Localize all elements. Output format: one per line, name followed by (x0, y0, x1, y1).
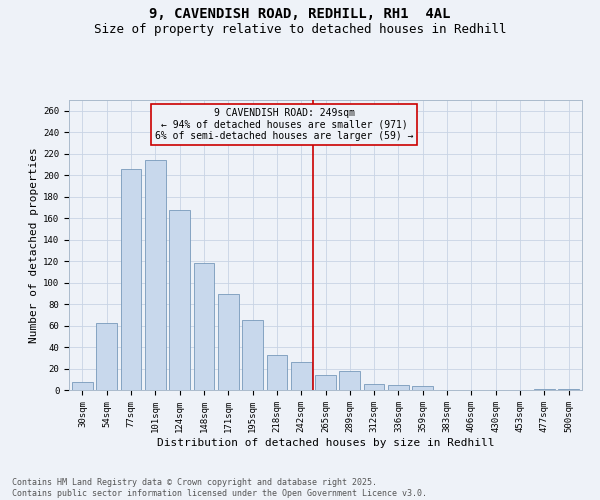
X-axis label: Distribution of detached houses by size in Redhill: Distribution of detached houses by size … (157, 438, 494, 448)
Text: Size of property relative to detached houses in Redhill: Size of property relative to detached ho… (94, 22, 506, 36)
Text: Contains HM Land Registry data © Crown copyright and database right 2025.
Contai: Contains HM Land Registry data © Crown c… (12, 478, 427, 498)
Bar (558, 389, 579, 390)
Bar (218, 294, 239, 390)
Text: 9 CAVENDISH ROAD: 249sqm
← 94% of detached houses are smaller (971)
6% of semi-d: 9 CAVENDISH ROAD: 249sqm ← 94% of detach… (155, 108, 413, 140)
Bar (364, 384, 385, 390)
Bar (72, 382, 93, 390)
Bar (266, 354, 287, 390)
Bar (315, 375, 336, 390)
Text: 9, CAVENDISH ROAD, REDHILL, RH1  4AL: 9, CAVENDISH ROAD, REDHILL, RH1 4AL (149, 8, 451, 22)
Bar (97, 324, 117, 390)
Bar (121, 168, 142, 390)
Bar (169, 210, 190, 390)
Bar (291, 362, 311, 390)
Bar (340, 370, 360, 390)
Y-axis label: Number of detached properties: Number of detached properties (29, 147, 39, 343)
Bar (242, 320, 263, 390)
Bar (388, 384, 409, 390)
Bar (145, 160, 166, 390)
Bar (194, 264, 214, 390)
Bar (534, 389, 554, 390)
Bar (412, 386, 433, 390)
